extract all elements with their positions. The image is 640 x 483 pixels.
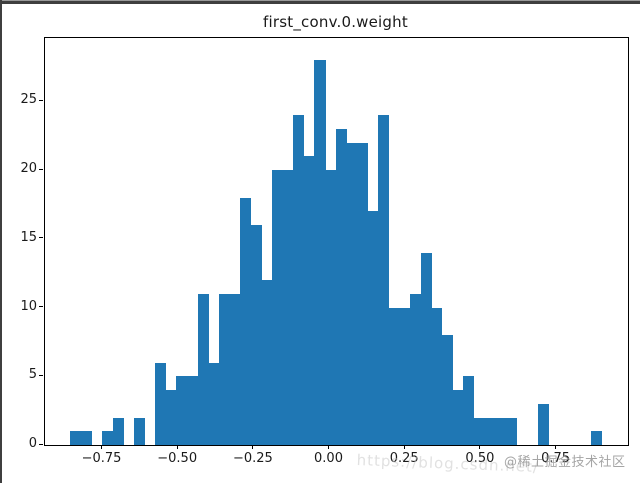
y-tick-label: 25 xyxy=(20,92,37,108)
y-tick-label: 10 xyxy=(20,298,37,314)
histogram-bar xyxy=(410,293,422,445)
histogram-bar xyxy=(452,390,464,445)
histogram-bar xyxy=(70,431,82,445)
histogram-bar xyxy=(441,335,454,445)
histogram-bar xyxy=(271,170,284,445)
histogram-bar xyxy=(378,115,390,445)
histogram-bar xyxy=(399,307,411,445)
x-tick-label: −0.50 xyxy=(157,451,198,466)
y-tick-mark xyxy=(39,443,43,445)
y-tick-mark xyxy=(39,168,43,170)
histogram-bar xyxy=(314,60,326,445)
x-tick-label: −0.25 xyxy=(232,451,273,466)
plot-axes xyxy=(44,37,629,446)
histogram-bars xyxy=(45,38,628,445)
y-tick-label: 15 xyxy=(20,229,37,245)
histogram-bar xyxy=(165,390,177,445)
histogram-bar xyxy=(484,417,496,445)
y-tick-mark xyxy=(39,237,43,239)
x-tick-mark xyxy=(252,445,254,449)
histogram-bar xyxy=(473,417,485,445)
x-tick-label: 0.25 xyxy=(389,451,419,466)
histogram-bar xyxy=(208,362,220,445)
x-tick-mark xyxy=(479,445,481,449)
histogram-bar xyxy=(388,307,400,445)
histogram-bar xyxy=(463,376,475,445)
histogram-bar xyxy=(293,115,305,445)
histogram-bar xyxy=(112,417,124,445)
x-tick-mark xyxy=(555,445,557,449)
histogram-bar xyxy=(367,211,379,445)
histogram-bar xyxy=(218,293,230,445)
watermark-site-badge: @稀土掘金技术社区 xyxy=(504,455,626,470)
window-frame-left xyxy=(0,0,2,483)
histogram-bar xyxy=(495,417,507,445)
x-tick-mark xyxy=(101,445,102,449)
histogram-bar xyxy=(176,376,188,445)
y-tick-mark xyxy=(39,306,43,307)
histogram-bar xyxy=(250,225,262,445)
x-tick-mark xyxy=(403,445,405,449)
histogram-bar xyxy=(505,417,517,445)
histogram-bar xyxy=(325,170,337,445)
histogram-bar xyxy=(155,362,167,445)
histogram-bar xyxy=(335,128,347,445)
chart-title: first_conv.0.weight xyxy=(263,13,408,31)
histogram-bar xyxy=(346,142,358,445)
x-tick-label: 0.50 xyxy=(465,451,495,466)
x-tick-mark xyxy=(176,445,178,449)
histogram-bar xyxy=(187,376,199,445)
histogram-bar xyxy=(197,293,209,445)
x-tick-label: −0.75 xyxy=(81,451,122,466)
histogram-bar xyxy=(240,197,252,445)
y-tick-mark xyxy=(39,99,43,101)
histogram-bar xyxy=(420,252,432,445)
y-tick-label: 0 xyxy=(28,436,37,451)
y-tick-label: 20 xyxy=(20,161,37,176)
histogram-bar xyxy=(537,403,549,445)
histogram-bar xyxy=(80,431,92,445)
x-tick-label: 0.00 xyxy=(314,451,343,466)
histogram-bar xyxy=(431,307,443,445)
histogram-bar xyxy=(590,431,602,445)
y-tick-mark xyxy=(39,374,43,376)
histogram-bar xyxy=(261,280,273,445)
window-frame-top xyxy=(0,0,640,4)
x-tick-mark xyxy=(328,445,329,449)
histogram-bar xyxy=(229,293,241,445)
x-tick-label: 0.75 xyxy=(541,451,571,466)
histogram-bar xyxy=(303,156,315,445)
histogram-bar xyxy=(133,417,145,445)
histogram-bar xyxy=(102,431,114,445)
y-tick-label: 5 xyxy=(28,367,37,383)
histogram-bar xyxy=(356,142,369,445)
histogram-bar xyxy=(282,170,294,445)
